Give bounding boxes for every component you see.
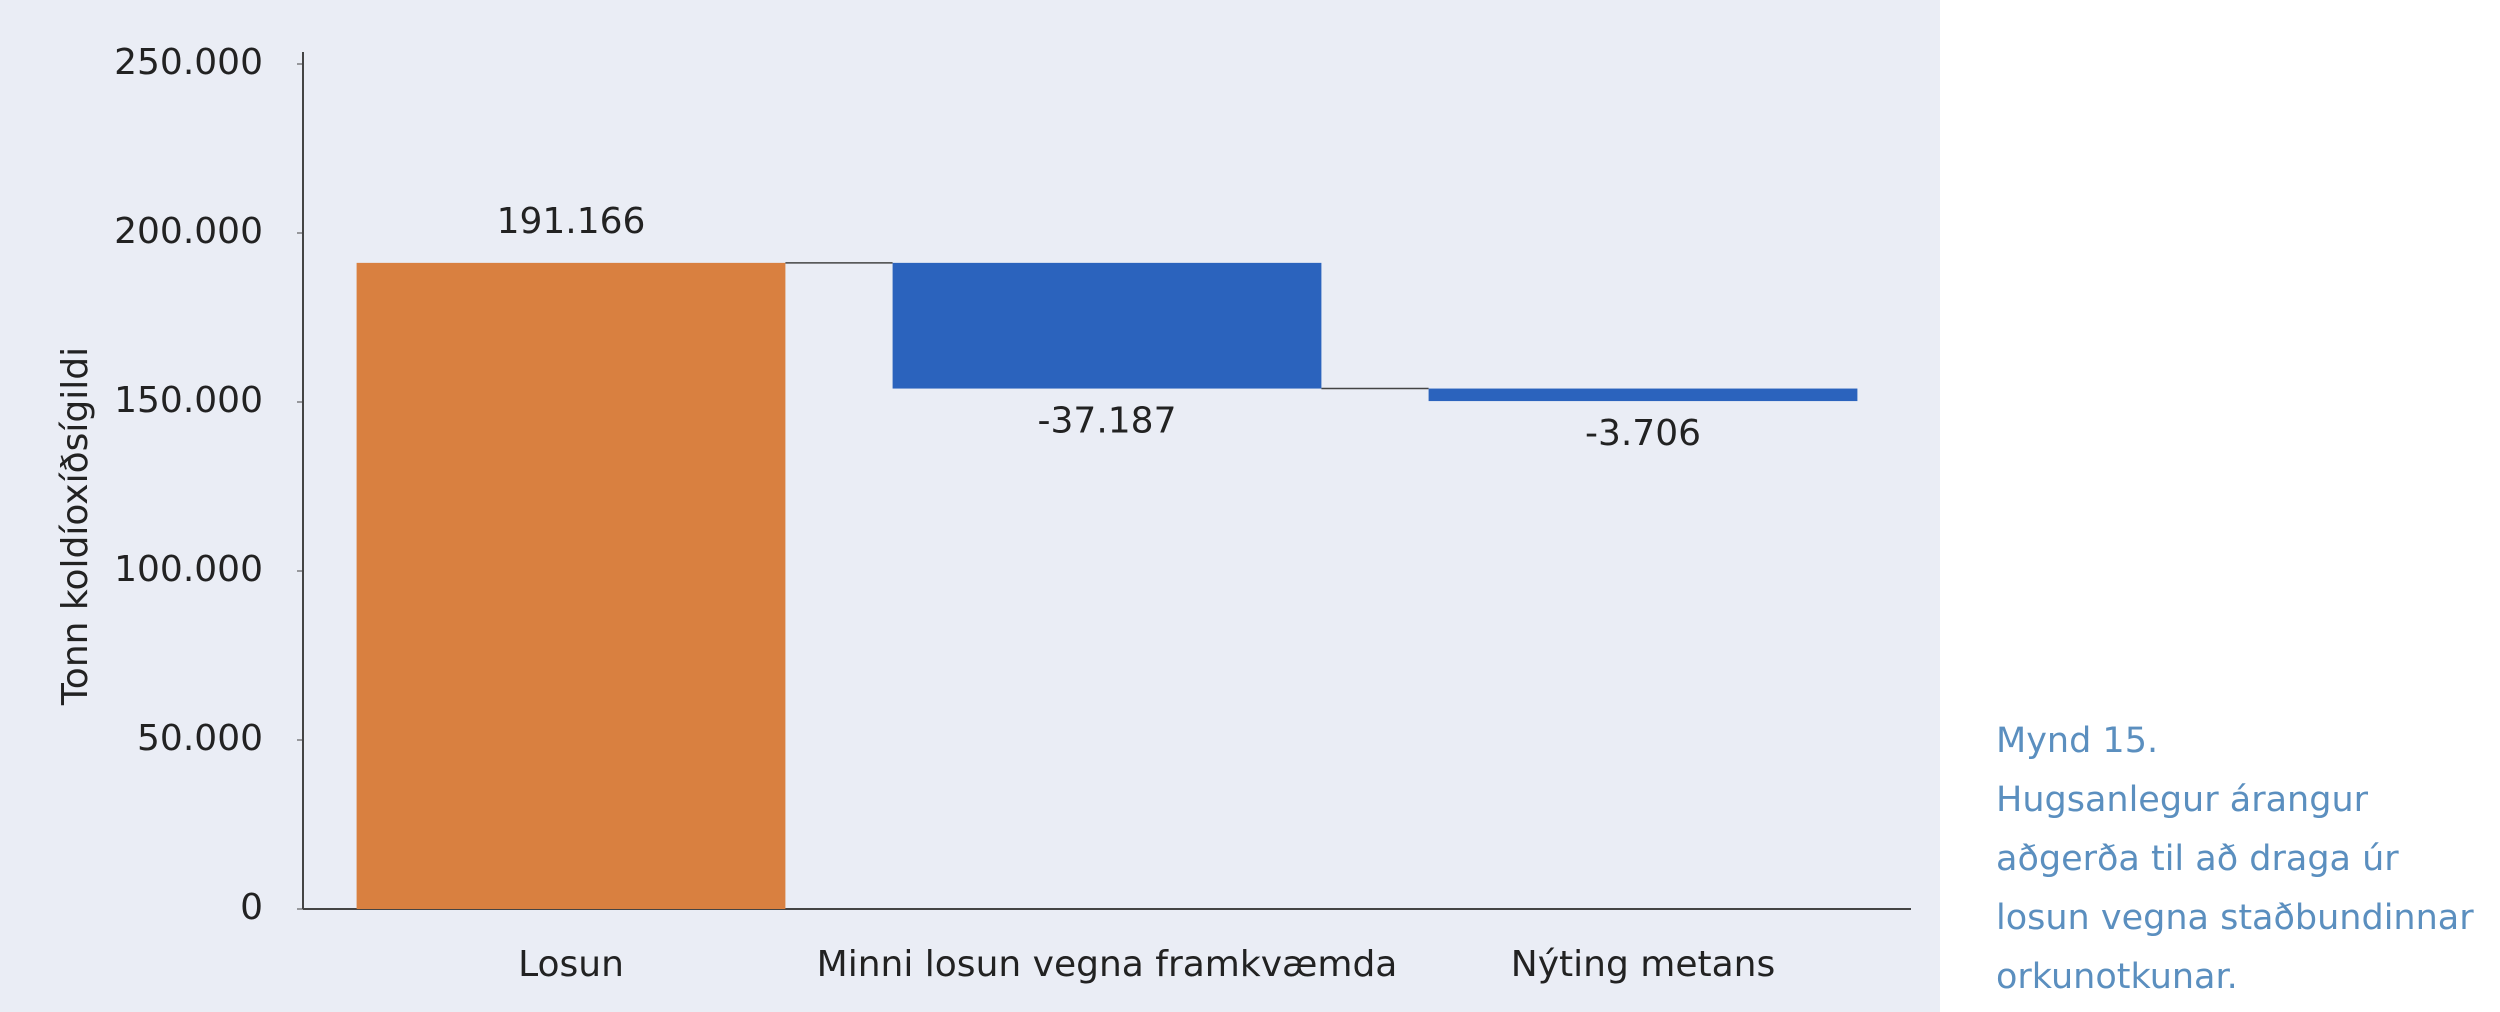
value-label: -3.706 [1585,413,1701,454]
value-label: -37.187 [1038,401,1177,442]
y-tick-label: 50.000 [137,718,263,759]
y-tick-label: 100.000 [114,549,263,590]
caption-text: Hugsanlegur árangur aðgerða til að draga… [1996,780,2474,997]
value-label: 191.166 [497,201,646,242]
y-axis-label: Tonn koldíoxíðsígildi [55,347,96,706]
bar [356,262,786,910]
y-tick-label: 250.000 [114,42,263,83]
bar [1428,388,1858,402]
y-tick-label: 150.000 [114,380,263,421]
caption: Mynd 15. Hugsanlegur árangur aðgerða til… [1996,712,2476,1007]
x-tick-label: Minni losun vegna framkvæmda [817,944,1398,985]
chart: Tonn koldíoxíðsígildi 0 50.000 100.000 150.… [0,0,1940,1012]
caption-number: Mynd 15. [1996,721,2159,761]
y-tick-label: 0 [240,887,263,928]
x-tick-label: Nýting metans [1511,944,1775,985]
bar [892,262,1322,389]
y-tick-label: 200.000 [114,211,263,252]
x-tick-label: Losun [518,944,624,985]
chart-background [0,0,1940,1012]
